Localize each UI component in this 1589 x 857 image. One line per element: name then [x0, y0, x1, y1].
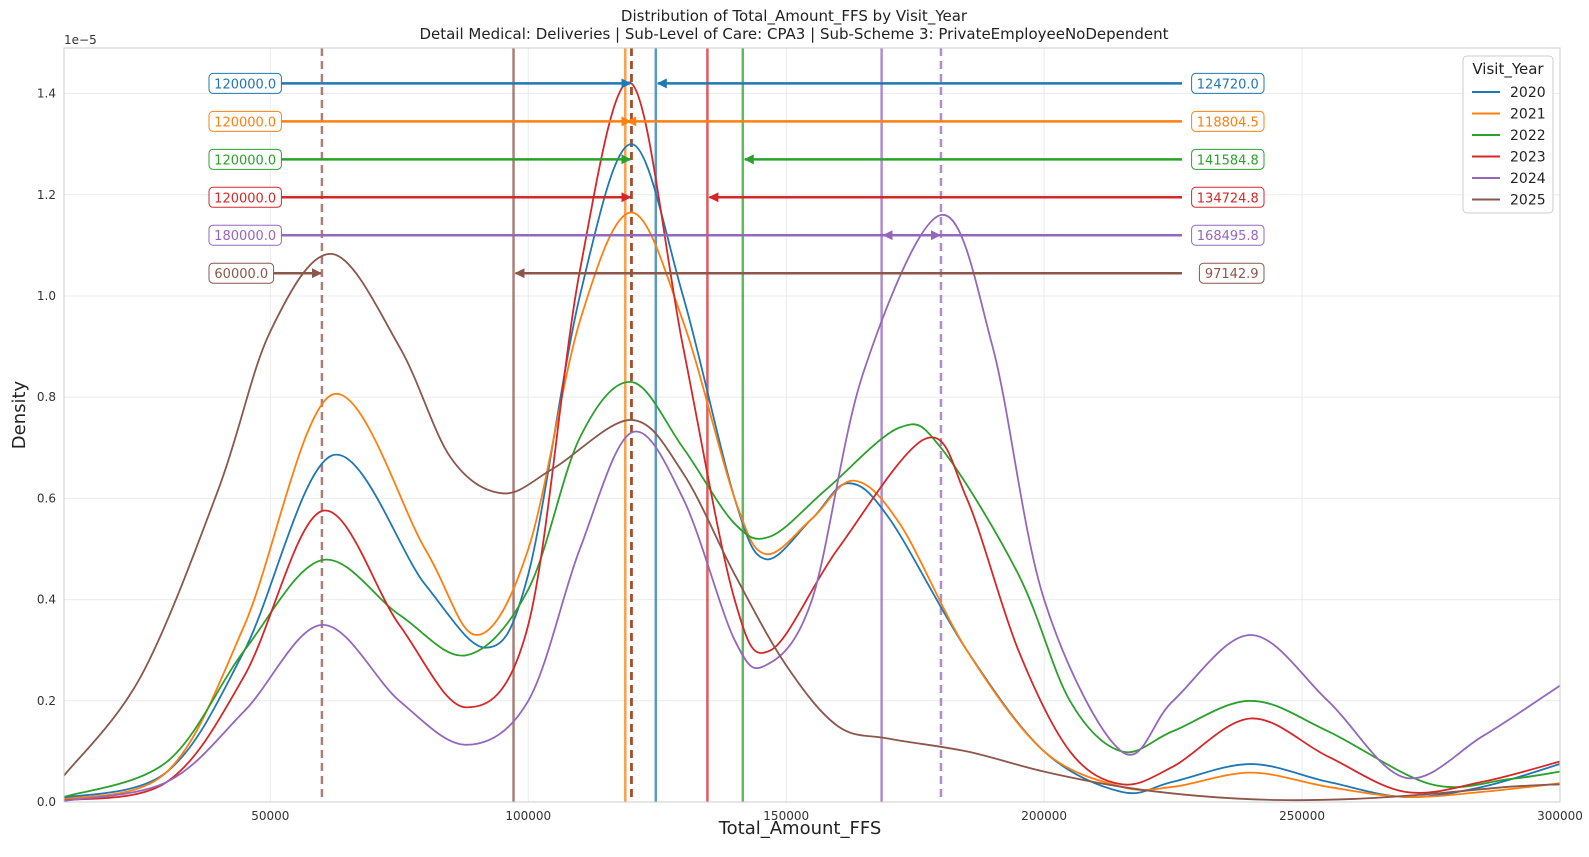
legend-label-2022: 2022	[1510, 128, 1546, 144]
y-tick-label: 0.6	[37, 491, 56, 505]
y-tick-label: 0.4	[37, 593, 56, 607]
density-curve-2023	[63, 81, 1561, 802]
legend-label-2021: 2021	[1510, 107, 1546, 123]
mean-label-box-2021	[1191, 110, 1265, 132]
density-curve-2024	[63, 214, 1561, 802]
mean-label-box-2023	[1191, 186, 1265, 208]
x-tick-label: 200000	[1021, 809, 1067, 823]
x-tick-label: 150000	[763, 809, 809, 823]
y-scale-offset-label: 1e−5	[64, 33, 97, 47]
y-tick-label: 0.0	[37, 795, 56, 809]
legend-title: Visit_Year	[1472, 60, 1544, 79]
density-curves	[63, 81, 1561, 802]
mean-label-2020: 124720.0	[1197, 77, 1259, 92]
median-label-box-2023	[208, 186, 282, 208]
mean-label-2024: 168495.8	[1197, 229, 1259, 244]
mean-label-box-2025	[1198, 262, 1265, 284]
y-axis-title: Density	[9, 380, 30, 449]
x-tick-label: 50000	[251, 809, 289, 823]
mean-label-2025: 97142.9	[1205, 267, 1259, 282]
legend-label-2025: 2025	[1510, 193, 1546, 209]
density-curve-2021	[63, 211, 1561, 801]
x-axis-title: Total_Amount_FFS	[718, 818, 882, 839]
median-label-box-2025	[208, 262, 275, 284]
median-label-2023: 120000.0	[214, 191, 276, 206]
plot-frame	[63, 47, 1561, 803]
annotations: 120000.0 124720.0 120000.0 118804.5 120000.0…	[208, 72, 1265, 284]
legend-label-2023: 2023	[1510, 150, 1546, 166]
legend: Visit_Year 2020 2021 2022 2023 2024 2025	[1462, 55, 1554, 214]
legend-box	[1462, 55, 1554, 214]
y-tick-label: 1.2	[37, 188, 56, 202]
mean-label-box-2024	[1191, 224, 1265, 246]
y-tick-label: 1.4	[37, 87, 56, 101]
median-label-2025: 60000.0	[214, 267, 268, 282]
x-tick-label: 300000	[1537, 809, 1583, 823]
legend-label-2024: 2024	[1510, 171, 1546, 187]
median-label-box-2024	[208, 224, 282, 246]
median-label-2021: 120000.0	[214, 115, 276, 130]
mean-label-2022: 141584.8	[1197, 153, 1259, 168]
median-label-2022: 120000.0	[214, 153, 276, 168]
median-label-box-2021	[208, 110, 282, 132]
legend-label-2020: 2020	[1510, 85, 1546, 101]
y-tick-label: 1.0	[37, 289, 56, 303]
density-curve-2025	[63, 253, 1561, 802]
chart-subtitle: Detail Medical: Deliveries | Sub-Level o…	[419, 25, 1168, 43]
axis-ticks: 50000 100000 150000 200000 250000 300000 0.0 0.…	[37, 87, 1583, 823]
x-tick-label: 100000	[505, 809, 551, 823]
mean-label-2023: 134724.8	[1197, 191, 1259, 206]
chart-title: Distribution of Total_Amount_FFS by Visi…	[621, 7, 968, 26]
mean-label-2021: 118804.5	[1197, 115, 1259, 130]
density-curve-2022	[63, 381, 1561, 798]
median-label-box-2022	[208, 148, 282, 170]
x-tick-label: 250000	[1279, 809, 1325, 823]
y-tick-label: 0.2	[37, 694, 56, 708]
mean-label-box-2022	[1191, 148, 1265, 170]
median-label-box-2020	[208, 72, 282, 94]
mean-label-box-2020	[1191, 72, 1265, 94]
y-tick-label: 0.8	[37, 390, 56, 404]
median-label-2024: 180000.0	[214, 229, 276, 244]
median-mean-lines	[320, 48, 943, 802]
median-label-2020: 120000.0	[214, 77, 276, 92]
